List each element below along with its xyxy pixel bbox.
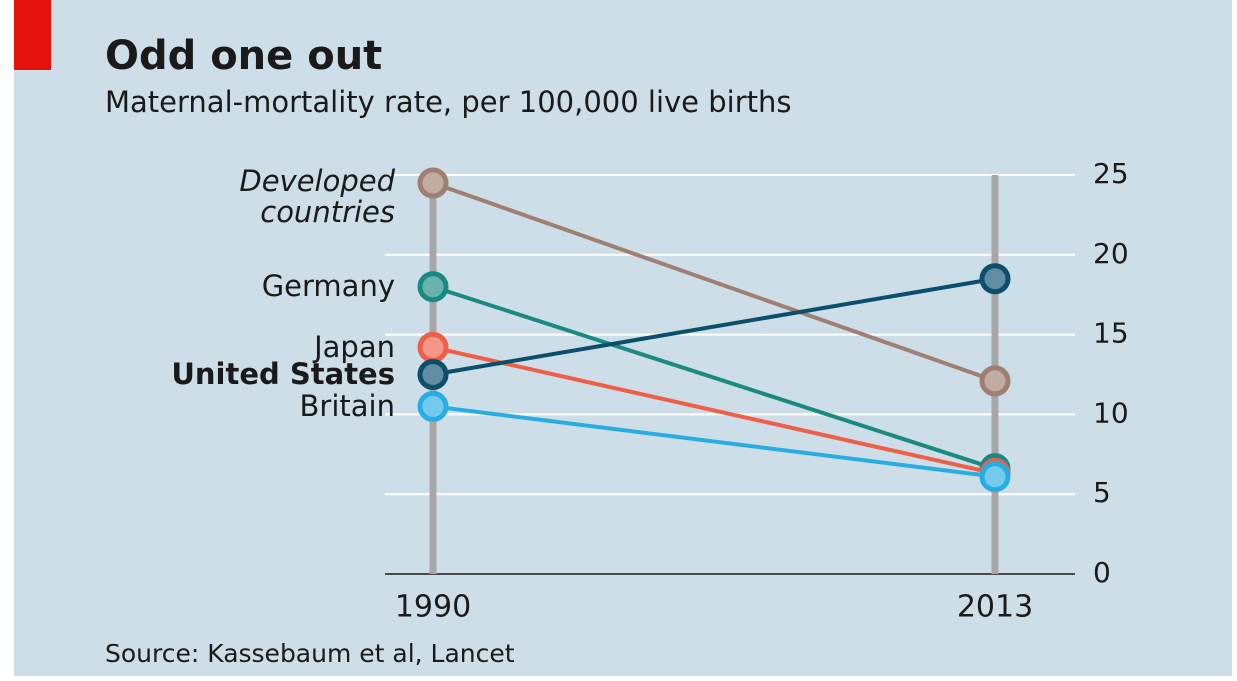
series-marker xyxy=(979,365,1011,397)
series-marker xyxy=(979,461,1011,493)
y-tick-label: 25 xyxy=(1093,157,1129,190)
y-tick-label: 15 xyxy=(1093,317,1129,350)
y-tick-label: 10 xyxy=(1093,396,1129,429)
series-marker xyxy=(417,331,449,363)
series-marker xyxy=(417,359,449,390)
y-tick-label: 5 xyxy=(1093,476,1111,509)
series-marker xyxy=(417,167,449,199)
accent-bar xyxy=(14,0,51,70)
series-line xyxy=(432,284,996,471)
series-label: Britain xyxy=(299,388,395,423)
series-marker xyxy=(417,271,449,303)
series-marker xyxy=(979,263,1011,295)
series-label: United States xyxy=(171,357,395,391)
series-line xyxy=(432,345,996,476)
series-line xyxy=(432,181,996,383)
series-label: Germany xyxy=(261,269,395,304)
x-tick-label: 1990 xyxy=(395,590,471,625)
series-line xyxy=(432,404,996,479)
series-label: Japan xyxy=(314,329,395,364)
y-tick-label: 0 xyxy=(1093,556,1111,589)
background xyxy=(14,0,1232,676)
series-marker xyxy=(417,390,449,422)
source: Source: Kassebaum et al, Lancet xyxy=(105,639,515,668)
y-tick-label: 20 xyxy=(1093,237,1129,270)
series-label: Developed countries xyxy=(239,163,395,229)
x-tick-label: 2013 xyxy=(957,590,1033,625)
series-line xyxy=(432,276,996,377)
chart-subtitle: Maternal-mortality rate, per 100,000 liv… xyxy=(105,85,791,119)
chart-title: Odd one out xyxy=(105,33,382,79)
